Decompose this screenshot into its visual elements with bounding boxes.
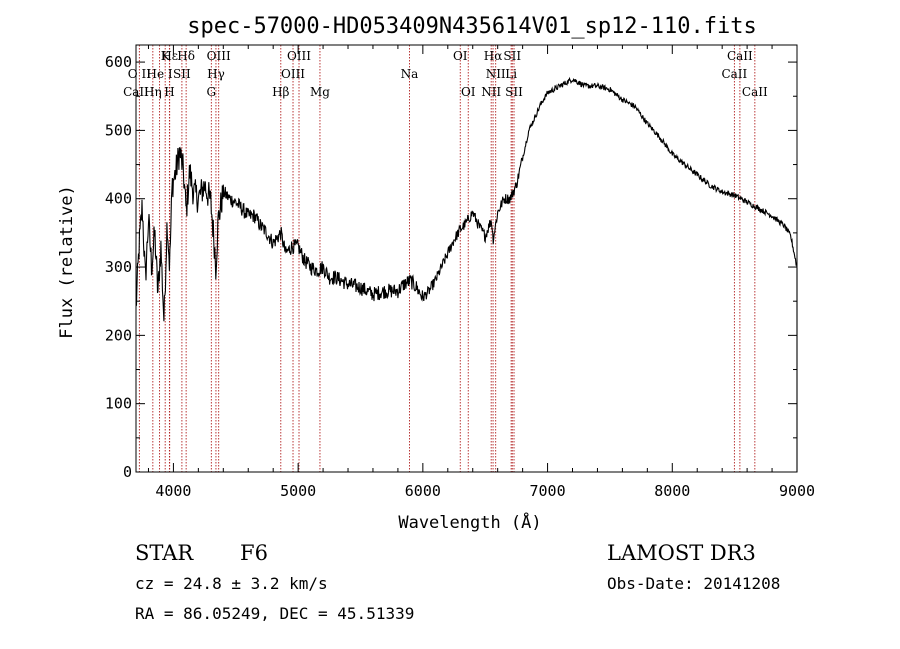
- x-tick-label: 4000: [155, 482, 191, 500]
- spectral-line-label: OIII: [287, 49, 311, 63]
- spectral-line-label: SII: [173, 67, 191, 81]
- x-tick-label: 7000: [530, 482, 566, 500]
- y-tick-label: 500: [105, 121, 132, 139]
- spectral-line-label: CaII: [742, 85, 768, 99]
- y-tick-label: 100: [105, 395, 132, 413]
- x-tick-label: 6000: [405, 482, 441, 500]
- spectral-line-label: K: [161, 49, 171, 63]
- x-tick-label: 5000: [280, 482, 316, 500]
- y-tick-label: 0: [123, 463, 132, 481]
- spectral-line-label: OIII: [207, 49, 231, 63]
- x-tick-label: 9000: [779, 482, 815, 500]
- y-axis-label: Flux (relative): [57, 185, 77, 339]
- y-tick-label: 400: [105, 190, 132, 208]
- spectral-line-label: G: [207, 85, 217, 99]
- coordinates: RA = 86.05249, DEC = 45.51339: [135, 604, 414, 623]
- spectral-line-label: Mg: [310, 85, 330, 99]
- survey-name: LAMOST DR3: [607, 541, 756, 565]
- plot-frame: [135, 44, 798, 473]
- chart-title: spec-57000-HD053409N435614V01_sp12-110.f…: [187, 14, 757, 39]
- redshift-info: cz = 24.8 ± 3.2 km/s: [135, 574, 328, 593]
- object-subclass: F6: [240, 541, 268, 565]
- x-axis: 4000 5000 6000 7000 8000 9000: [147, 45, 815, 500]
- spectral-line-label: CaII: [721, 67, 747, 81]
- y-axis: 0 100 200 300 400 500 600: [105, 53, 797, 481]
- observation-date: Obs-Date: 20141208: [607, 574, 780, 593]
- spectral-line-label: Na: [401, 67, 419, 81]
- spectral-line-label: Hη: [144, 85, 162, 99]
- spectral-line-label: CaII: [727, 49, 753, 63]
- spectral-line-label: Hβ: [272, 85, 289, 99]
- spectral-line-label: He I: [147, 67, 173, 81]
- spectral-line-label: NII: [486, 67, 506, 81]
- spectral-line-label: Hγ: [207, 67, 225, 81]
- spectral-line-label: Li: [505, 67, 517, 81]
- y-tick-label: 300: [105, 258, 132, 276]
- spectral-line-label: O II: [128, 67, 151, 81]
- spectral-line-label: H: [164, 85, 174, 99]
- object-class: STAR: [135, 541, 194, 565]
- y-tick-label: 200: [105, 326, 132, 344]
- spectral-line-label: NII: [481, 85, 501, 99]
- spectral-line-label: SII: [503, 49, 521, 63]
- spectral-line-label: Hδ: [177, 49, 195, 63]
- spectral-line-label: SII: [505, 85, 523, 99]
- x-axis-label: Wavelength (Å): [398, 511, 541, 533]
- spectral-line-label: OI: [461, 85, 476, 99]
- spectral-line-label: OI: [453, 49, 468, 63]
- y-tick-label: 600: [105, 53, 132, 71]
- spectral-line-label: Hα: [484, 49, 503, 63]
- spectral-line-label: OIII: [281, 67, 305, 81]
- x-tick-label: 8000: [654, 482, 690, 500]
- flux-series-line: [135, 76, 798, 472]
